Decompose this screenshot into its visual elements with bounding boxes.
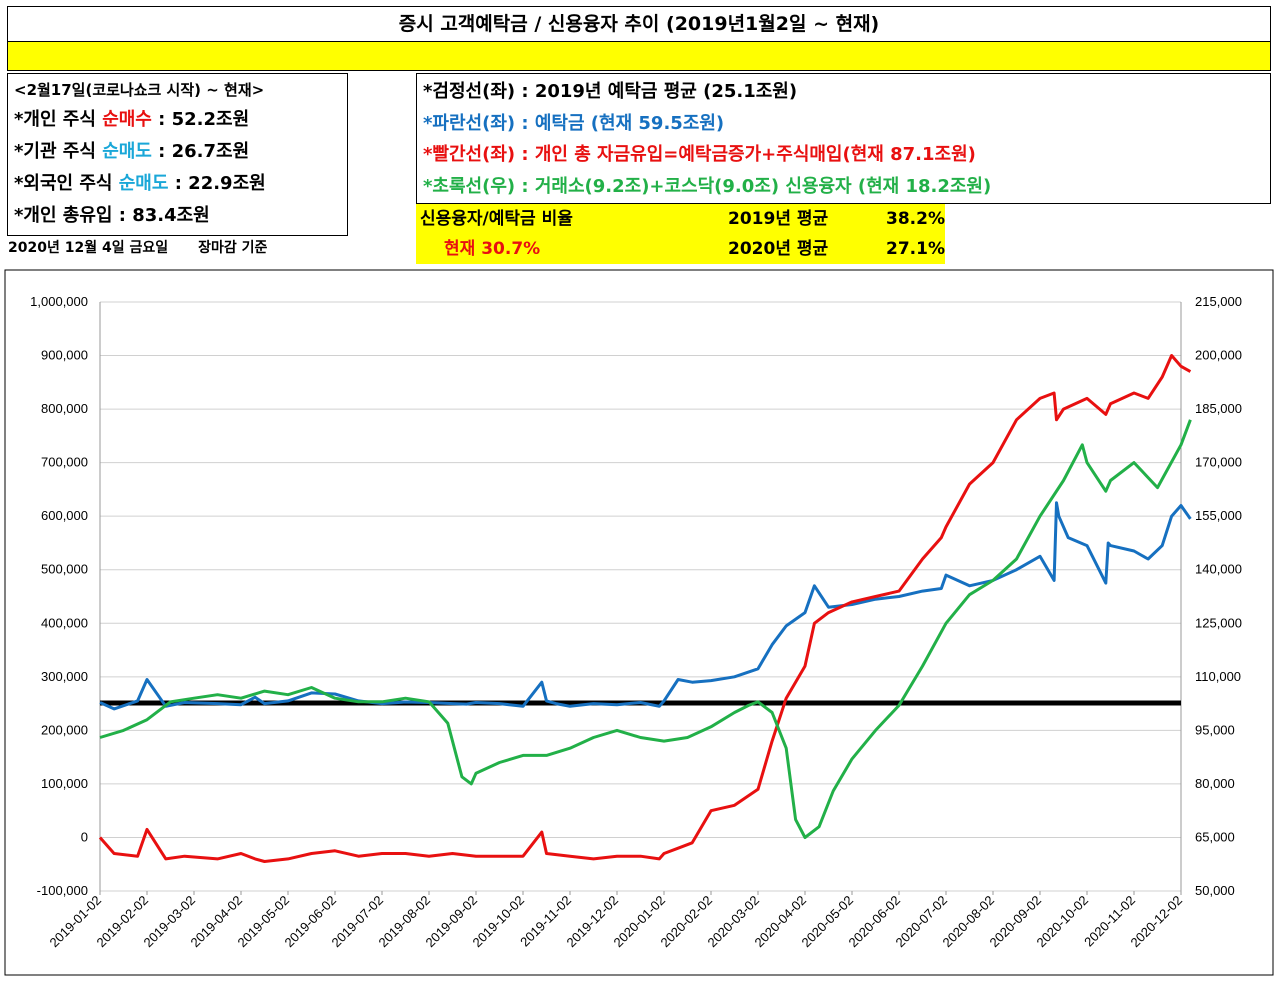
right-tick-label: 95,000 (1195, 722, 1235, 737)
left-tick-label: 700,000 (41, 455, 88, 470)
summary-header: <2월17일(코로나쇼크 시작) ~ 현재> (14, 81, 265, 99)
left-tick-label: 600,000 (41, 508, 88, 523)
ratio-label: 신용융자/예탁금 비율 (420, 209, 573, 229)
avg-2020-value: 27.1% (886, 239, 945, 259)
right-tick-label: 140,000 (1195, 562, 1242, 577)
chart-frame (4, 269, 1274, 976)
ratio-current: 현재 30.7% (444, 239, 541, 259)
right-tick-label: 125,000 (1195, 615, 1242, 630)
ratio-box: 신용융자/예탁금 비율 현재 30.7% 2019년 평균 38.2% 2020… (416, 204, 945, 264)
left-tick-label: 800,000 (41, 401, 88, 416)
avg-2019-value: 38.2% (886, 209, 945, 229)
avg-2020-label: 2020년 평균 (728, 239, 829, 259)
right-tick-label: 185,000 (1195, 401, 1242, 416)
legend-red-line: *빨간선(좌) : 개인 총 자금유입=예탁금증가+주식매입(현재 87.1조원… (423, 144, 976, 165)
left-tick-label: 1,000,000 (30, 294, 88, 309)
left-axis: -100,000 0 100,000 200,000 300,000 400,000 500… (30, 294, 88, 898)
left-tick-label: 900,000 (41, 348, 88, 363)
blue-deposit-line (99, 501, 1192, 711)
right-tick-label: 65,000 (1195, 829, 1235, 844)
summary-row-foreign: *외국인 주식 순매도 : 22.9조원 (14, 173, 266, 194)
right-tick-label: 110,000 (1195, 669, 1241, 684)
right-tick-label: 215,000 (1195, 294, 1242, 309)
left-tick-label: 500,000 (41, 562, 88, 577)
series-layer (98, 354, 1192, 863)
basis-text: 장마감 기준 (198, 240, 268, 256)
left-tick-label: 300,000 (41, 669, 88, 684)
date-basis: 2020년 12월 4일 금요일 장마감 기준 (8, 236, 267, 260)
grid (99, 301, 1182, 892)
yellow-banner (7, 42, 1271, 71)
left-tick-label: 200,000 (41, 722, 88, 737)
legend-box: *검정선(좌) : 2019년 예탁금 평균 (25.1조원) *파란선(좌) … (416, 73, 1271, 204)
left-tick-label: 0 (81, 829, 88, 844)
page-title: 증시 고객예탁금 / 신용융자 추이 (2019년1월2일 ~ 현재) (7, 6, 1271, 42)
deposit-credit-chart: -100,000 0 100,000 200,000 300,000 400,000 500… (4, 269, 1274, 976)
left-tick-label: 400,000 (41, 615, 88, 630)
right-tick-label: 50,000 (1195, 883, 1235, 898)
summary-row-individual: *개인 주식 순매수 : 52.2조원 (14, 109, 250, 130)
green-credit-line (99, 419, 1192, 839)
red-individual-inflow-line (98, 354, 1192, 863)
covid-flow-summary: <2월17일(코로나쇼크 시작) ~ 현재> *개인 주식 순매수 : 52.2… (7, 73, 348, 236)
summary-row-institution: *기관 주식 순매도 : 26.7조원 (14, 141, 250, 162)
legend-green-line: *초록선(우) : 거래소(9.2조)+코스닥(9.0조) 신용융자 (현재 1… (423, 175, 992, 197)
left-tick-label: 100,000 (41, 776, 88, 791)
left-tick-label: -100,000 (37, 883, 88, 898)
avg-2019-label: 2019년 평균 (728, 209, 829, 229)
right-tick-label: 170,000 (1195, 455, 1242, 470)
right-axis: 50,000 65,000 80,000 95,000 110,000 125,000 14… (1195, 294, 1242, 898)
date-text: 2020년 12월 4일 금요일 (8, 240, 169, 256)
legend-blue-line: *파란선(좌) : 예탁금 (현재 59.5조원) (423, 112, 725, 134)
right-tick-label: 200,000 (1195, 348, 1242, 363)
right-tick-label: 80,000 (1195, 776, 1235, 791)
legend-black-line: *검정선(좌) : 2019년 예탁금 평균 (25.1조원) (423, 81, 798, 102)
right-tick-label: 155,000 (1195, 508, 1242, 523)
summary-row-total-inflow: *개인 총유입 : 83.4조원 (14, 205, 210, 226)
